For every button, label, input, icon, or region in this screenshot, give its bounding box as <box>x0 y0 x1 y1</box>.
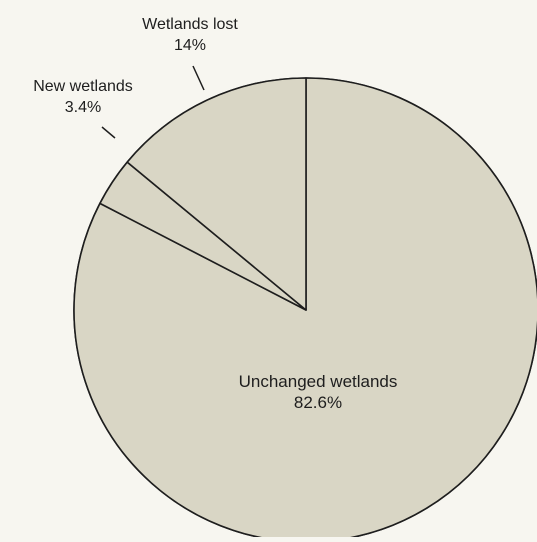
slice-value-wetlands-lost: 14% <box>174 37 206 54</box>
leader-line-wetlands-lost <box>192 65 205 91</box>
slice-value-unchanged-wetlands: 82.6% <box>294 393 342 412</box>
slice-label-new-wetlands: New wetlands <box>33 78 133 95</box>
pie-slices <box>73 77 537 542</box>
slice-label-wetlands-lost: Wetlands lost <box>142 16 238 33</box>
slice-label-unchanged-wetlands: Unchanged wetlands <box>239 372 398 391</box>
leader-line-new-wetlands <box>101 126 116 139</box>
pie-labels: Unchanged wetlands 82.6% New wetlands 3.4% W… <box>33 16 397 412</box>
slice-value-new-wetlands: 3.4% <box>65 99 101 116</box>
pie-slice-wetlands-lost <box>126 77 307 311</box>
